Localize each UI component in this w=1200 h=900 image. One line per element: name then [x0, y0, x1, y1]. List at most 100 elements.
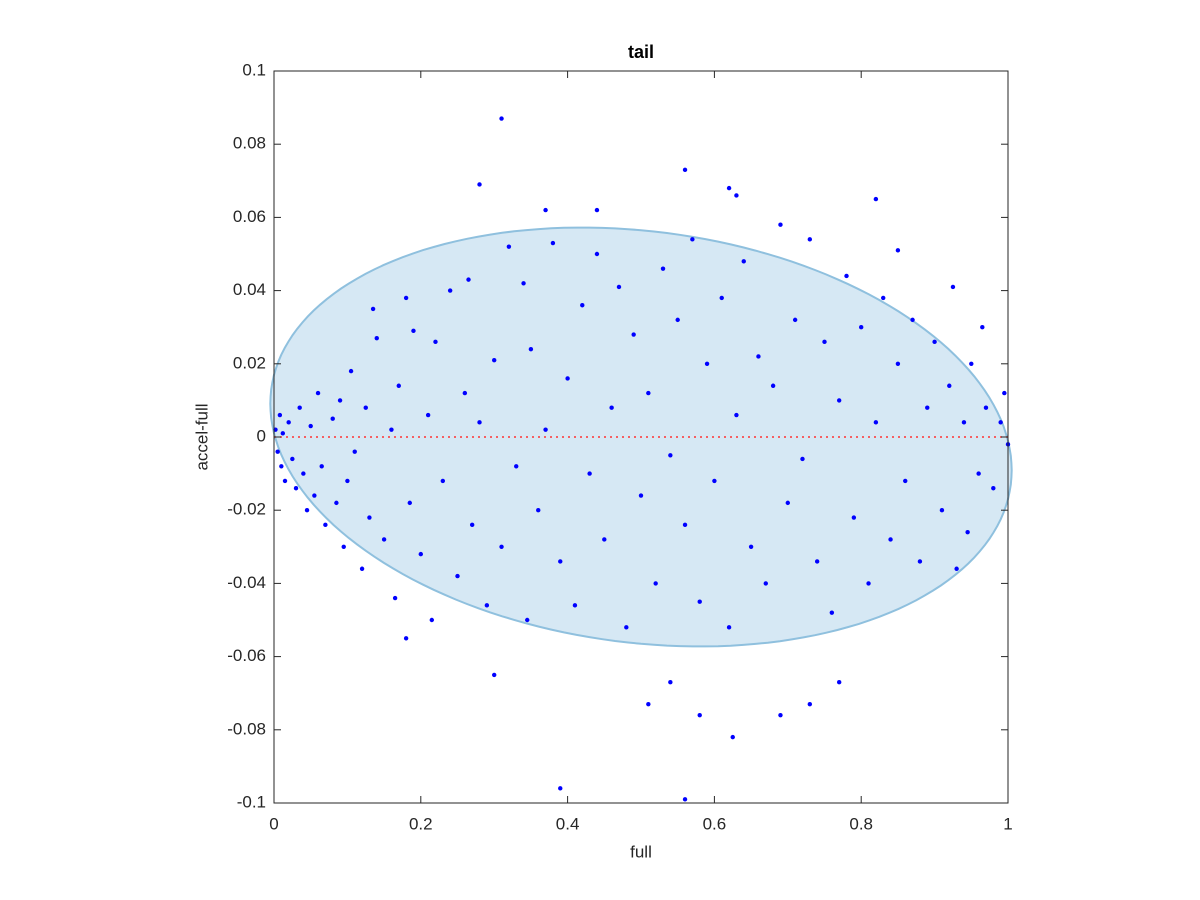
x-tick-label: 0.6: [703, 814, 727, 833]
scatter-point: [536, 508, 541, 513]
scatter-point: [363, 405, 368, 410]
scatter-point: [954, 566, 959, 571]
y-tick-label: -0.06: [227, 646, 266, 665]
scatter-point: [352, 449, 357, 454]
scatter-point: [330, 416, 335, 421]
scatter-point: [407, 500, 412, 506]
scatter-point: [499, 116, 504, 121]
scatter-point: [499, 544, 504, 549]
scatter-point: [433, 339, 438, 345]
scatter-point: [851, 515, 857, 520]
scatter-point: [976, 471, 981, 476]
scatter-point: [447, 288, 453, 293]
scatter-point: [704, 361, 710, 366]
scatter-point: [873, 196, 879, 202]
scatter-point: [374, 335, 379, 341]
scatter-point: [308, 423, 313, 429]
scatter-point: [440, 478, 446, 484]
scatter-point: [624, 625, 629, 630]
scatter-point: [638, 493, 644, 498]
scatter-point: [282, 478, 288, 484]
scatter-point: [690, 237, 695, 242]
scatter-point: [807, 701, 813, 707]
scatter-point: [396, 383, 401, 388]
scatter-point: [315, 390, 321, 396]
scatter-point: [910, 317, 915, 323]
scatter-point: [609, 405, 614, 410]
scatter-point: [646, 701, 651, 707]
x-axis-label: full: [630, 842, 652, 861]
scatter-point: [965, 529, 970, 535]
scatter-point: [675, 317, 680, 323]
scatter-point: [466, 277, 471, 282]
x-tick-label: 0.8: [849, 814, 873, 833]
scatter-point: [932, 339, 937, 345]
chart-title: tail: [628, 42, 654, 62]
y-tick-label: 0: [257, 426, 266, 445]
scatter-point: [293, 486, 299, 491]
scatter-point: [726, 185, 732, 191]
scatter-point: [348, 368, 354, 374]
scatter-point: [814, 559, 820, 564]
scatter-point: [525, 617, 530, 623]
scatter-point: [939, 508, 945, 513]
scatter-point: [403, 295, 409, 301]
scatter-point: [726, 625, 732, 630]
scatter-point: [587, 471, 592, 476]
scatter-point: [770, 383, 776, 388]
scatter-point: [389, 427, 394, 432]
scatter-point: [888, 537, 893, 542]
scatter-point: [991, 486, 996, 491]
scatter-point: [572, 603, 578, 608]
scatter-point: [844, 273, 849, 279]
scatter-point: [748, 544, 754, 549]
scatter-point: [917, 559, 923, 564]
scatter-point: [712, 478, 717, 484]
scatter-point: [756, 354, 761, 359]
scatter-point: [492, 672, 497, 678]
scatter-point: [682, 167, 688, 173]
scatter-point: [418, 551, 423, 557]
scatter-point: [741, 259, 746, 264]
scatter-point: [807, 237, 813, 242]
y-tick-label: -0.08: [227, 719, 266, 738]
scatter-point: [730, 734, 735, 740]
scatter-point: [277, 412, 283, 418]
scatter-point: [558, 559, 563, 564]
scatter-point: [594, 207, 600, 213]
scatter-point: [411, 328, 416, 334]
scatter-point: [734, 412, 739, 418]
scatter-point: [602, 537, 607, 542]
y-tick-label: 0.1: [242, 60, 266, 79]
scatter-point: [492, 357, 497, 363]
scatter-point: [668, 680, 673, 685]
scatter-point: [514, 464, 519, 469]
scatter-point: [785, 500, 790, 506]
scatter-point: [895, 248, 901, 253]
y-axis-label: accel-full: [192, 403, 211, 470]
scatter-point: [345, 478, 350, 484]
scatter-point: [477, 182, 482, 187]
scatter-point: [367, 515, 372, 520]
y-tick-label: 0.08: [233, 134, 266, 153]
scatter-point: [297, 405, 302, 410]
scatter-point: [279, 464, 284, 469]
scatter-point: [800, 456, 805, 462]
scatter-point: [998, 420, 1003, 425]
scatter-point: [280, 431, 286, 436]
scatter-point: [873, 420, 879, 425]
scatter-point: [947, 383, 952, 388]
scatter-point: [792, 317, 798, 323]
scatter-point: [484, 603, 490, 608]
scatter-point: [697, 712, 702, 718]
scatter-point: [660, 266, 666, 271]
scatter-point: [969, 361, 974, 366]
y-tick-label: 0.02: [233, 353, 266, 372]
x-tick-label: 0.4: [556, 814, 580, 833]
scatter-point: [286, 420, 291, 425]
y-tick-label: -0.02: [227, 500, 266, 519]
scatter-point: [580, 303, 585, 308]
scatter-point: [477, 420, 482, 425]
scatter-point: [866, 581, 871, 586]
